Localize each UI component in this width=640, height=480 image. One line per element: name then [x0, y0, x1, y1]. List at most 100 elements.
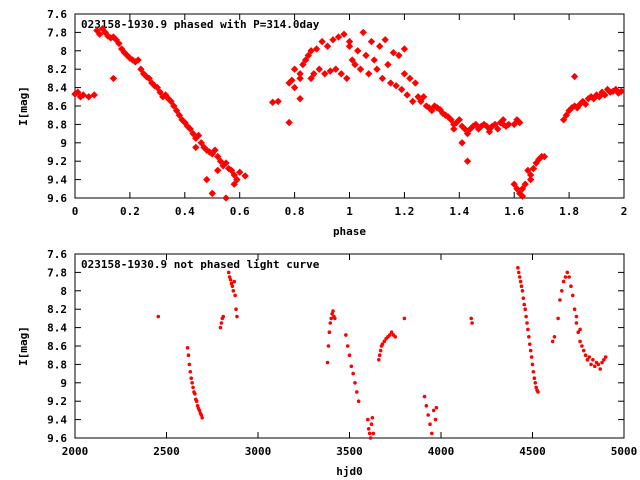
- y-tick-label: 7.6: [47, 8, 67, 21]
- data-point: [366, 417, 370, 422]
- x-tick-label: 0.4: [175, 205, 195, 218]
- data-point: [592, 364, 597, 369]
- data-point: [229, 281, 234, 286]
- data-point: [580, 344, 584, 348]
- y-tick-label: 8.6: [47, 100, 67, 113]
- data-point: [318, 37, 326, 46]
- data-point: [233, 175, 241, 184]
- y-tick-label: 8: [60, 285, 67, 298]
- x-axis-label: hjd0: [336, 465, 363, 478]
- data-point: [331, 309, 335, 313]
- data-point: [576, 330, 581, 335]
- data-point: [218, 325, 223, 330]
- data-point: [389, 48, 398, 57]
- data-point: [290, 83, 299, 92]
- data-point: [585, 358, 590, 362]
- y-axis-label: I[mag]: [17, 326, 30, 366]
- data-point: [434, 405, 439, 410]
- plot-title: 023158-1930.9 not phased light curve: [81, 258, 320, 271]
- data-point: [371, 431, 376, 436]
- data-point: [222, 194, 230, 202]
- y-tick-label: 8.4: [47, 322, 67, 335]
- data-point: [563, 275, 568, 279]
- x-tick-label: 0.2: [120, 205, 140, 218]
- y-tick-label: 8.8: [47, 358, 67, 371]
- data-point: [598, 367, 603, 371]
- data-point: [522, 302, 527, 307]
- data-point: [540, 152, 549, 161]
- data-point: [431, 408, 436, 413]
- x-tick-label: 1: [346, 205, 353, 218]
- data-points: [156, 266, 608, 440]
- data-point: [367, 431, 372, 436]
- y-tick-label: 8: [60, 45, 67, 58]
- data-point: [329, 316, 334, 321]
- data-point: [356, 399, 361, 404]
- data-point: [524, 314, 528, 319]
- y-tick-label: 9.4: [47, 174, 67, 187]
- data-point: [402, 316, 407, 321]
- data-point: [526, 327, 530, 332]
- y-tick-label: 7.6: [47, 248, 67, 261]
- data-point: [359, 28, 367, 37]
- y-tick-label: 8.4: [47, 82, 67, 95]
- data-point: [219, 321, 224, 325]
- data-point: [327, 330, 332, 335]
- data-point: [186, 353, 191, 358]
- data-point: [517, 275, 522, 279]
- data-point: [387, 333, 392, 337]
- y-tick-label: 9: [60, 137, 67, 150]
- data-point: [381, 36, 389, 44]
- data-point: [400, 45, 409, 53]
- data-point: [321, 70, 329, 78]
- y-axis-label: I[mag]: [17, 86, 30, 126]
- data-point: [406, 74, 414, 83]
- data-point: [376, 42, 384, 50]
- y-tick-label: 9: [60, 377, 67, 390]
- data-point: [194, 399, 199, 404]
- data-point: [214, 166, 222, 175]
- data-point: [192, 143, 200, 152]
- data-point: [156, 314, 161, 319]
- data-point: [395, 51, 403, 60]
- data-point: [203, 175, 211, 184]
- data-point: [403, 91, 411, 99]
- data-point: [231, 289, 236, 293]
- data-point: [189, 376, 194, 381]
- data-point: [193, 392, 197, 396]
- data-point: [550, 339, 555, 344]
- data-point: [528, 348, 533, 353]
- plot-frame: [74, 253, 625, 439]
- data-point: [345, 344, 350, 348]
- data-point: [428, 422, 432, 427]
- data-point: [526, 175, 535, 184]
- data-point: [365, 70, 373, 78]
- data-point: [600, 360, 604, 365]
- data-point: [325, 360, 330, 365]
- x-axis-label: phase: [333, 225, 366, 238]
- x-tick-label: 1.4: [449, 205, 469, 218]
- data-point: [296, 74, 304, 83]
- data-point: [337, 70, 345, 78]
- data-point: [458, 139, 466, 147]
- data-point: [392, 82, 400, 90]
- data-point: [393, 335, 398, 339]
- data-point: [526, 171, 535, 179]
- x-tick-label: 2: [621, 205, 628, 218]
- data-point: [574, 314, 579, 319]
- data-point: [397, 85, 406, 94]
- data-point: [347, 353, 352, 358]
- data-point: [384, 60, 392, 69]
- x-tick-label: 0: [72, 205, 79, 218]
- data-point: [296, 94, 304, 103]
- plot-title: 023158-1930.9 phased with P=314.0day: [81, 18, 320, 31]
- data-point: [351, 371, 355, 376]
- data-point: [578, 327, 582, 332]
- data-point: [505, 120, 513, 129]
- data-point: [516, 266, 520, 270]
- data-point: [426, 413, 430, 417]
- y-tick-label: 7.8: [47, 26, 67, 39]
- data-point: [115, 39, 123, 48]
- data-point: [469, 316, 473, 321]
- data-point: [188, 369, 193, 374]
